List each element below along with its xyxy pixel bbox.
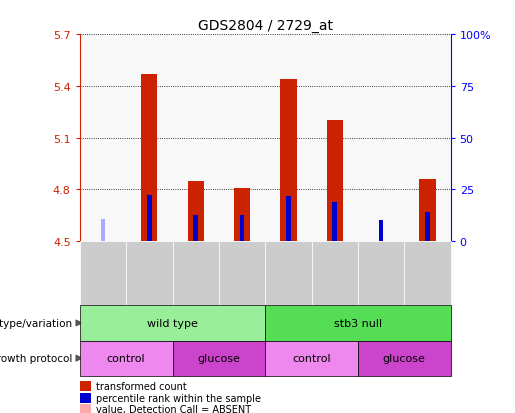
Text: control: control xyxy=(107,353,146,363)
Bar xyxy=(379,221,383,242)
Text: glucose: glucose xyxy=(197,353,241,363)
Text: value, Detection Call = ABSENT: value, Detection Call = ABSENT xyxy=(96,404,251,413)
Bar xyxy=(419,180,436,242)
Bar xyxy=(234,188,250,242)
Text: genotype/variation: genotype/variation xyxy=(0,318,72,328)
Text: growth protocol: growth protocol xyxy=(0,353,72,363)
Bar xyxy=(327,121,343,242)
Text: glucose: glucose xyxy=(383,353,426,363)
Text: wild type: wild type xyxy=(147,318,198,328)
Bar xyxy=(141,75,158,242)
Text: control: control xyxy=(293,353,331,363)
Bar xyxy=(101,219,106,242)
Bar xyxy=(240,216,244,242)
Title: GDS2804 / 2729_at: GDS2804 / 2729_at xyxy=(198,19,333,33)
Bar xyxy=(187,181,204,242)
Text: transformed count: transformed count xyxy=(96,381,187,391)
Bar xyxy=(286,197,290,242)
Bar xyxy=(147,195,151,242)
Bar xyxy=(280,80,297,242)
Bar xyxy=(193,216,198,242)
Text: stb3 null: stb3 null xyxy=(334,318,382,328)
Bar xyxy=(425,212,430,242)
Bar xyxy=(333,202,337,242)
Text: percentile rank within the sample: percentile rank within the sample xyxy=(96,393,261,403)
